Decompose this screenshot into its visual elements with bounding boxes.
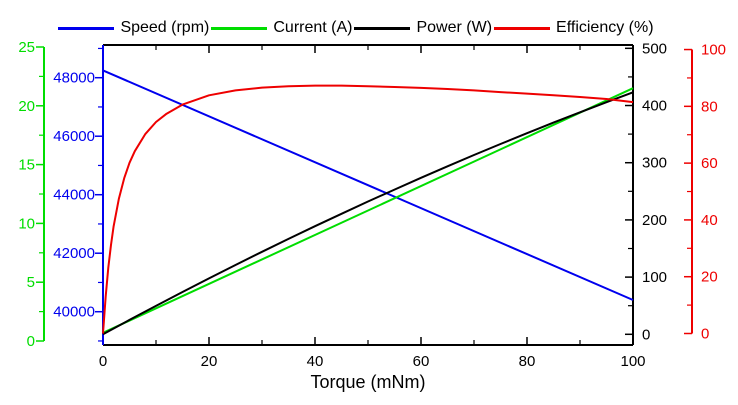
- legend-label-power: Power (W): [416, 19, 493, 36]
- y-tick-label-speed: 44000: [53, 187, 95, 204]
- legend-label-speed: Speed (rpm): [120, 19, 210, 36]
- legend-line-speed: [58, 26, 115, 30]
- y-tick-label-power: 500: [642, 40, 667, 57]
- series-line-power: [102, 91, 634, 336]
- y-tick-label-power: 100: [642, 269, 667, 286]
- y-tick-label-power: 200: [642, 212, 667, 229]
- legend-line-current: [211, 26, 268, 30]
- y-tick-label-current: 25: [18, 39, 35, 56]
- x-tick-label: 20: [201, 353, 218, 370]
- legend-label-current: Current (A): [273, 19, 353, 36]
- y-tick-label-current: 0: [27, 333, 35, 350]
- series-line-efficiency: [102, 84, 634, 334]
- y-tick-label-power: 300: [642, 155, 667, 172]
- legend-item-power: Power (W): [354, 19, 494, 37]
- legend-item-speed: Speed (rpm): [58, 19, 211, 37]
- series-line-current: [102, 87, 634, 334]
- y-tick-label-efficiency: 20: [701, 269, 718, 286]
- legend-line-power: [354, 26, 411, 30]
- y-tick-label-current: 10: [18, 215, 35, 232]
- x-axis-title: Torque (mNm): [310, 372, 426, 392]
- y-tick-label-efficiency: 100: [701, 42, 726, 59]
- y-tick-label-efficiency: 40: [701, 212, 718, 229]
- x-tick-label: 60: [413, 353, 430, 370]
- y-tick-label-speed: 48000: [53, 70, 95, 87]
- y-tick-label-speed: 42000: [53, 245, 95, 262]
- y-tick-label-current: 15: [18, 157, 35, 174]
- y-tick-label-power: 0: [642, 326, 650, 343]
- x-tick-label: 80: [519, 353, 536, 370]
- x-tick-label: 0: [99, 353, 107, 370]
- legend-item-efficiency: Efficiency (%): [494, 19, 656, 37]
- y-tick-label-speed: 40000: [53, 304, 95, 321]
- chart-legend: Speed (rpm) Current (A) Power (W) Effici…: [0, 19, 726, 37]
- y-tick-label-efficiency: 80: [701, 98, 718, 115]
- y-tick-label-current: 20: [18, 98, 35, 115]
- y-tick-label-efficiency: 0: [701, 325, 709, 342]
- legend-item-current: Current (A): [211, 19, 354, 37]
- y-tick-label-power: 400: [642, 98, 667, 115]
- x-tick-label: 40: [307, 353, 324, 370]
- legend-label-efficiency: Efficiency (%): [556, 19, 654, 36]
- x-tick-label: 100: [620, 353, 645, 370]
- y-tick-label-current: 5: [27, 274, 35, 291]
- legend-line-efficiency: [494, 26, 551, 30]
- y-tick-label-speed: 46000: [53, 128, 95, 145]
- series-line-speed: [102, 69, 634, 301]
- y-tick-label-efficiency: 60: [701, 155, 718, 172]
